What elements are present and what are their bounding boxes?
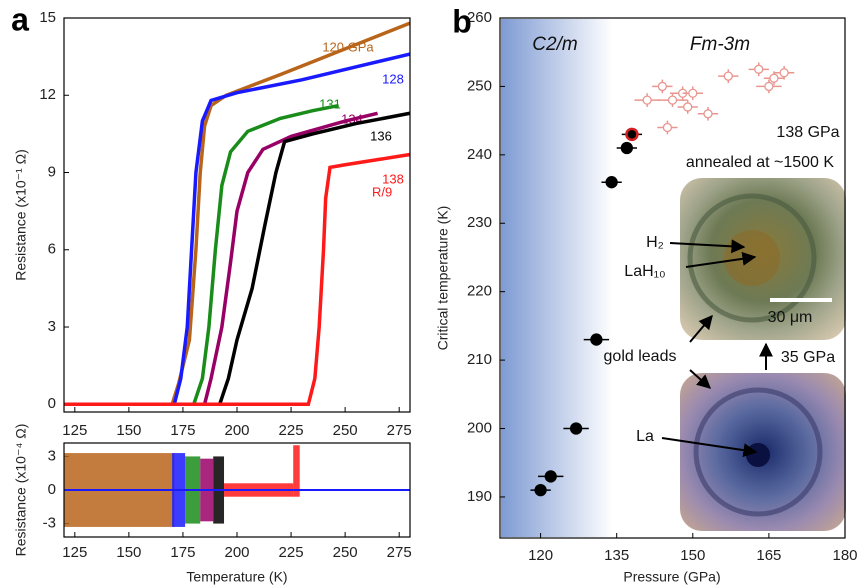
curve [64,103,339,407]
x-tick-label: 225 [279,422,304,439]
point [683,102,693,112]
y-tick-label: 12 [39,86,56,103]
noise-band [293,445,300,497]
annotation: gold leads [604,348,677,365]
curve-label: 120 GPa [322,39,374,54]
point [544,470,557,483]
plot-frame [63,442,411,538]
annotation: H₂ [646,234,664,251]
annotation: Fm-3m [690,34,750,55]
y-tick-label: 250 [467,77,492,94]
y-tick-label: 190 [467,488,492,505]
curve [64,152,411,407]
point [754,64,764,74]
point [764,81,774,92]
point [703,109,713,119]
y-tick-label: 200 [467,419,492,436]
point [667,95,678,105]
curve [64,111,411,407]
y-tick-label: 0 [48,481,56,498]
y-tick-label: 0 [48,395,56,412]
annotation: R/9 [372,184,392,199]
x-tick-label: 200 [224,422,249,439]
point [662,122,673,133]
y-tick-label: 220 [467,283,492,300]
y-axis-label: Resistance (x10⁻⁴ Ω) [13,424,29,557]
x-axis-label: Pressure (GPa) [623,569,720,585]
curve [64,52,411,407]
x-tick-label: 150 [116,544,141,561]
plot-frame [63,17,411,413]
point [620,141,633,155]
point [779,68,789,78]
panel-label: b [452,3,472,39]
curve-label: 136 [370,128,392,143]
inset-photo-top [680,178,846,340]
phase-region [501,19,613,537]
x-tick-label: 250 [333,422,358,439]
x-axis-label: Temperature (K) [186,569,287,585]
x-tick-label: 165 [756,547,781,564]
curve-label: 138 [382,171,404,186]
y-tick-label: 260 [467,9,492,26]
point [723,71,733,81]
point [642,95,652,105]
x-tick-label: 200 [224,544,249,561]
annotation: LaH₁₀ [624,263,665,280]
y-tick-label: 3 [48,318,56,335]
annotation: C2/m [532,34,577,55]
annotation: annealed at ~1500 K [686,154,834,171]
y-tick-label: 3 [48,447,56,464]
curve [64,111,378,407]
y-axis-label: Critical temperature (K) [435,206,451,351]
point [569,422,583,435]
point [688,88,698,98]
point [625,127,639,142]
curve-label: 131 [319,96,341,111]
point [657,81,668,92]
panel-label: a [11,1,29,37]
point [769,73,779,83]
x-tick-label: 135 [604,547,629,564]
point [590,333,603,346]
x-tick-label: 250 [333,544,358,561]
x-tick-label: 125 [62,422,87,439]
point [534,483,547,497]
y-tick-label: 9 [48,163,56,180]
y-tick-label: 6 [48,241,56,258]
plot-frame [499,17,846,539]
x-tick-label: 275 [387,422,412,439]
y-tick-label: 230 [467,214,492,231]
x-tick-label: 175 [170,544,195,561]
x-tick-label: 150 [680,547,705,564]
y-tick-label: -3 [43,515,56,532]
x-tick-label: 120 [528,547,553,564]
inset-photo-bottom [680,373,846,531]
x-tick-label: 225 [279,544,304,561]
annotation: 30 μm [768,309,813,326]
x-tick-label: 275 [387,544,412,561]
annotation: La [636,428,654,445]
y-tick-label: 210 [467,351,492,368]
x-tick-label: 150 [116,422,141,439]
y-tick-label: 15 [39,9,56,26]
x-tick-label: 125 [62,544,87,561]
annotation: 138 GPa [776,124,839,141]
y-tick-label: 240 [467,146,492,163]
y-axis-label: Resistance (x10⁻¹ Ω) [13,149,29,280]
x-tick-label: 180 [832,547,857,564]
curve-label: 128 [382,71,404,86]
x-tick-label: 175 [170,422,195,439]
arrows [661,239,773,458]
point [605,176,618,189]
annotation: 35 GPa [781,349,835,366]
